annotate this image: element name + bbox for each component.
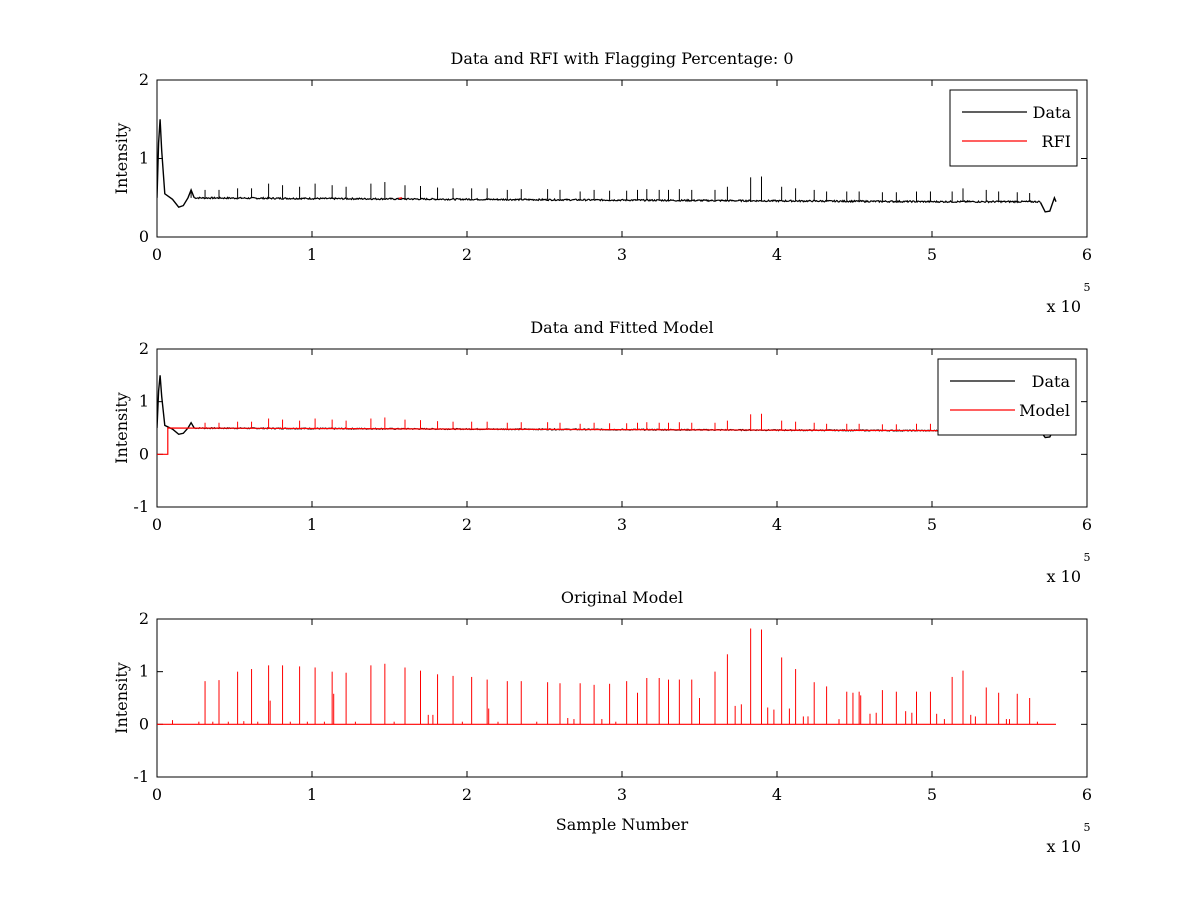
y-tick-label: 2 (139, 339, 149, 358)
plot-marks (157, 119, 1057, 213)
x-exponent-label: x 10 (1047, 567, 1081, 586)
series-rfi-line (398, 197, 403, 200)
x-tick-label: 3 (617, 245, 627, 264)
x-tick-label: 1 (307, 515, 317, 534)
chart-title: Original Model (561, 588, 683, 607)
x-tick-label: 0 (152, 245, 162, 264)
x-tick-label: 2 (462, 515, 472, 534)
chart-title: Data and RFI with Flagging Percentage: 0 (450, 49, 793, 68)
x-exponent-label: x 10 (1047, 837, 1081, 856)
y-tick-label: -1 (133, 497, 149, 516)
y-tick-label: 2 (139, 609, 149, 628)
x-exponent-power: 5 (1084, 281, 1091, 294)
series-model-line (157, 427, 1053, 455)
x-exponent-power: 5 (1084, 551, 1091, 564)
x-axis-label: Sample Number (556, 815, 689, 834)
x-tick-label: 5 (927, 245, 937, 264)
x-tick-label: 0 (152, 515, 162, 534)
legend-box (949, 89, 1078, 167)
y-axis-label: Intensity (112, 662, 131, 734)
x-exponent-power: 5 (1084, 821, 1091, 834)
plot-marks (157, 628, 1056, 725)
x-tick-label: 5 (927, 785, 937, 804)
x-tick-label: 2 (462, 245, 472, 264)
y-axis-label: Intensity (112, 123, 131, 195)
x-tick-label: 3 (617, 515, 627, 534)
y-tick-label: 0 (139, 444, 149, 463)
legend-label: Model (1019, 401, 1070, 420)
y-tick-label: 0 (139, 227, 149, 246)
x-tick-label: 4 (772, 515, 782, 534)
series-data-startup (157, 375, 195, 436)
y-axis-label: Intensity (112, 392, 131, 464)
x-tick-label: 6 (1082, 785, 1092, 804)
x-tick-label: 4 (772, 245, 782, 264)
x-tick-label: 3 (617, 785, 627, 804)
y-tick-label: 2 (139, 70, 149, 89)
plot-marks (157, 375, 1057, 455)
x-tick-label: 4 (772, 785, 782, 804)
plot-area (156, 618, 1088, 778)
x-tick-label: 0 (152, 785, 162, 804)
y-tick-label: 0 (139, 714, 149, 733)
series-data-tail (1039, 195, 1057, 213)
legend-label: Data (1032, 372, 1071, 391)
x-tick-label: 6 (1082, 515, 1092, 534)
y-tick-label: 1 (139, 662, 149, 681)
legend-label: Data (1033, 103, 1072, 122)
x-tick-label: 1 (307, 785, 317, 804)
y-tick-label: 1 (139, 392, 149, 411)
x-tick-label: 2 (462, 785, 472, 804)
legend: Data Model (937, 358, 1077, 436)
series-data-line (194, 196, 1041, 204)
x-tick-label: 5 (927, 515, 937, 534)
x-exponent-label: x 10 (1047, 297, 1081, 316)
x-tick-label: 1 (307, 245, 317, 264)
y-tick-label: 1 (139, 149, 149, 168)
y-tick-label: -1 (133, 767, 149, 786)
plot-area (156, 79, 1088, 238)
legend: Data RFI (949, 89, 1078, 167)
x-tick-label: 6 (1082, 245, 1092, 264)
legend-label: RFI (1042, 132, 1071, 151)
chart-title: Data and Fitted Model (530, 318, 713, 337)
panel-1: Data and RFI with Flagging Percentage: 0… (112, 49, 1092, 316)
series-data-startup (157, 119, 195, 209)
legend-box (937, 358, 1077, 436)
